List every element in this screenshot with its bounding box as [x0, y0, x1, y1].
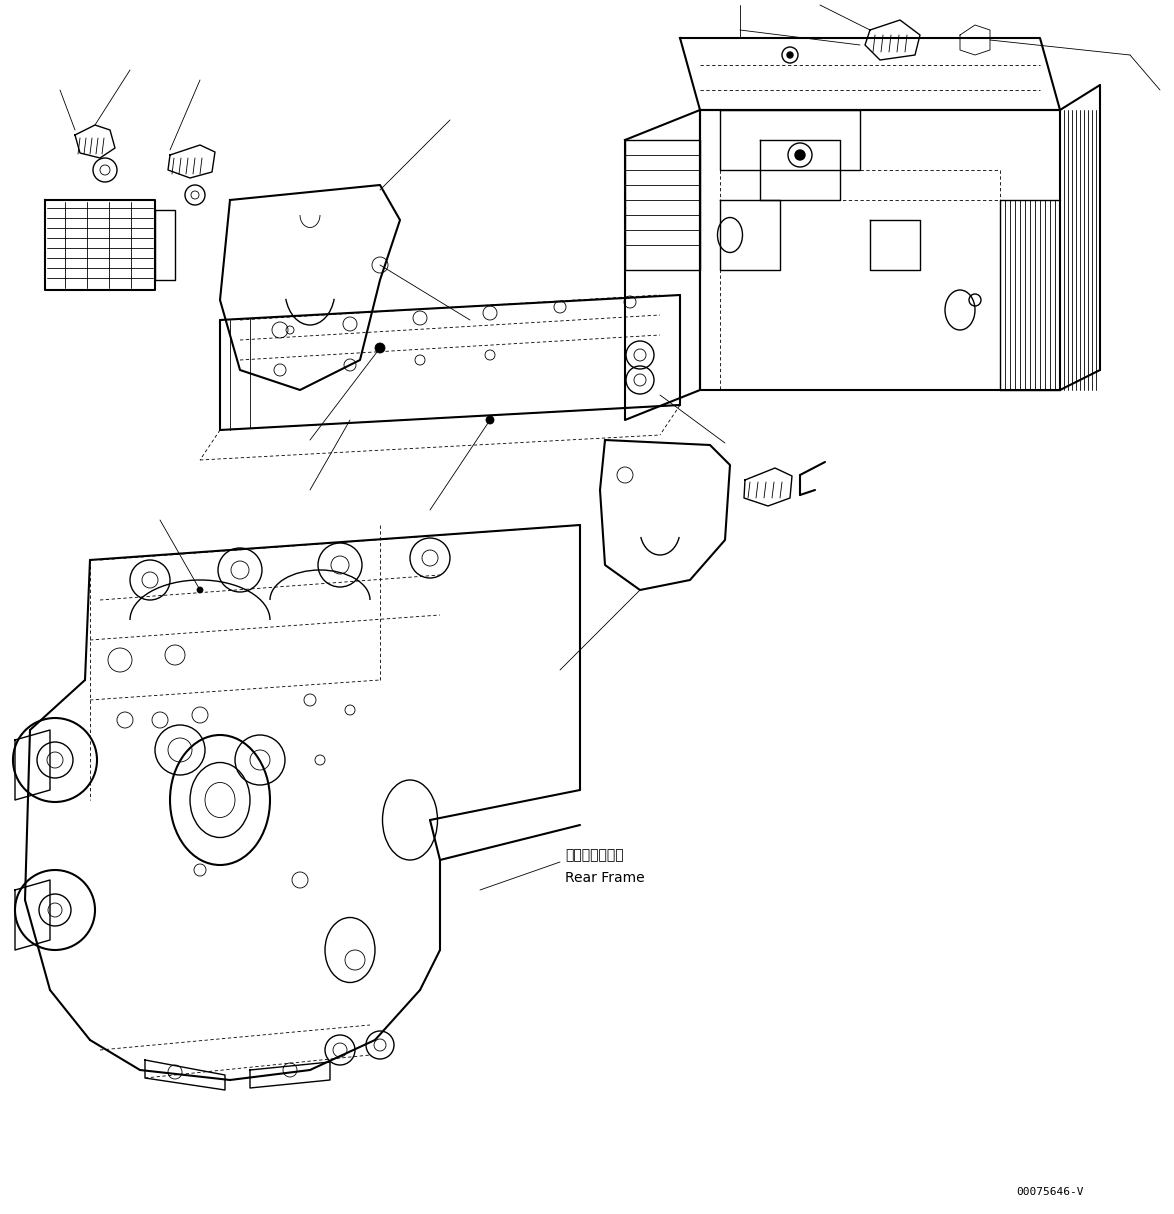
- Text: Rear Frame: Rear Frame: [565, 870, 645, 885]
- Circle shape: [197, 588, 203, 592]
- Text: 00075646-V: 00075646-V: [1017, 1187, 1084, 1197]
- Circle shape: [795, 151, 805, 160]
- Circle shape: [375, 344, 385, 353]
- Circle shape: [787, 52, 792, 58]
- Text: リヤーフレーム: リヤーフレーム: [565, 849, 623, 862]
- Circle shape: [486, 416, 494, 424]
